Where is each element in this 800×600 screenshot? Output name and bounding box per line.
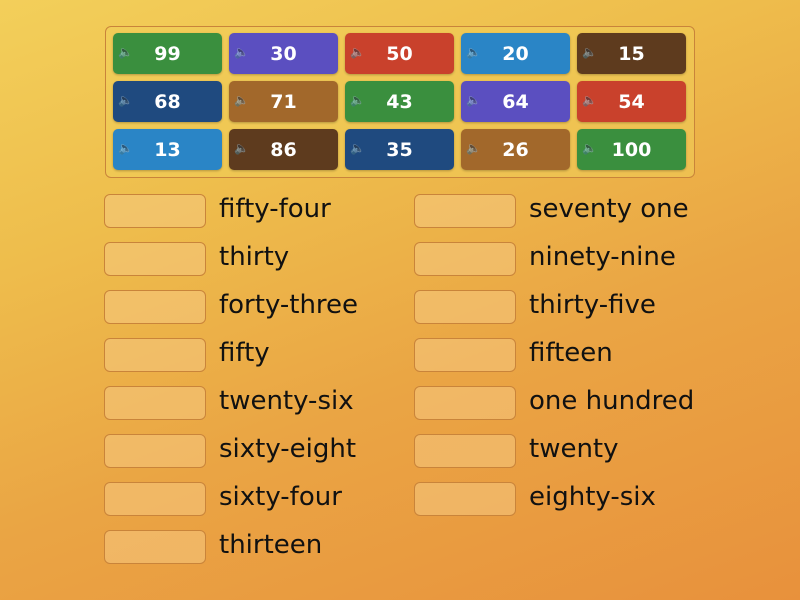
drop-slot[interactable] (414, 194, 516, 228)
speaker-icon[interactable]: 🔈 (466, 45, 481, 59)
number-tile[interactable]: 🔈 35 (345, 129, 454, 170)
speaker-icon[interactable]: 🔈 (582, 93, 597, 107)
speaker-icon[interactable]: 🔈 (118, 141, 133, 155)
drop-slot[interactable] (104, 482, 206, 516)
tile-label: 86 (270, 138, 297, 161)
number-tile[interactable]: 🔈 100 (577, 129, 686, 170)
target-word: fifty (219, 338, 270, 368)
tile-label: 71 (270, 90, 297, 113)
speaker-icon[interactable]: 🔈 (350, 141, 365, 155)
number-tile[interactable]: 🔈 54 (577, 81, 686, 122)
speaker-icon[interactable]: 🔈 (582, 45, 597, 59)
tile-label: 30 (270, 42, 297, 65)
target-word: sixty-four (219, 482, 342, 512)
number-tile[interactable]: 🔈 30 (229, 33, 338, 74)
tile-label: 20 (502, 42, 529, 65)
speaker-icon[interactable]: 🔈 (118, 45, 133, 59)
tile-label: 43 (386, 90, 413, 113)
number-tile[interactable]: 🔈 64 (461, 81, 570, 122)
number-tile[interactable]: 🔈 15 (577, 33, 686, 74)
tile-label: 100 (611, 138, 652, 161)
speaker-icon[interactable]: 🔈 (234, 141, 249, 155)
number-tile[interactable]: 🔈 13 (113, 129, 222, 170)
speaker-icon[interactable]: 🔈 (118, 93, 133, 107)
number-tile[interactable]: 🔈 43 (345, 81, 454, 122)
drop-slot[interactable] (414, 338, 516, 372)
target-word: twenty (529, 434, 619, 464)
tile-label: 54 (618, 90, 645, 113)
number-tile[interactable]: 🔈 50 (345, 33, 454, 74)
target-word: eighty-six (529, 482, 656, 512)
drop-slot[interactable] (104, 338, 206, 372)
tile-label: 35 (386, 138, 413, 161)
target-word: thirty (219, 242, 290, 272)
target-word: thirteen (219, 530, 323, 560)
number-tile[interactable]: 🔈 99 (113, 33, 222, 74)
tile-label: 26 (502, 138, 529, 161)
tile-label: 68 (154, 90, 181, 113)
speaker-icon[interactable]: 🔈 (234, 93, 249, 107)
drop-slot[interactable] (414, 386, 516, 420)
drop-slot[interactable] (414, 434, 516, 468)
target-word: thirty-five (529, 290, 656, 320)
drop-slot[interactable] (414, 290, 516, 324)
tile-label: 64 (502, 90, 529, 113)
speaker-icon[interactable]: 🔈 (466, 93, 481, 107)
target-word: twenty-six (219, 386, 354, 416)
drop-slot[interactable] (104, 290, 206, 324)
tile-label: 50 (386, 42, 413, 65)
speaker-icon[interactable]: 🔈 (350, 93, 365, 107)
number-tile[interactable]: 🔈 71 (229, 81, 338, 122)
drop-slot[interactable] (414, 482, 516, 516)
drop-slot[interactable] (104, 194, 206, 228)
drop-slot[interactable] (104, 386, 206, 420)
tile-label: 13 (154, 138, 181, 161)
speaker-icon[interactable]: 🔈 (582, 141, 597, 155)
number-tile[interactable]: 🔈 20 (461, 33, 570, 74)
drop-slot[interactable] (414, 242, 516, 276)
number-tile[interactable]: 🔈 68 (113, 81, 222, 122)
target-word: ninety-nine (529, 242, 676, 272)
target-word: seventy one (529, 194, 689, 224)
target-word: sixty-eight (219, 434, 357, 464)
tile-label: 99 (154, 42, 181, 65)
drop-slot[interactable] (104, 434, 206, 468)
target-word: one hundred (529, 386, 695, 416)
speaker-icon[interactable]: 🔈 (466, 141, 481, 155)
number-tile[interactable]: 🔈 26 (461, 129, 570, 170)
drop-slot[interactable] (104, 242, 206, 276)
speaker-icon[interactable]: 🔈 (350, 45, 365, 59)
drop-slot[interactable] (104, 530, 206, 564)
target-word: fifty-four (219, 194, 331, 224)
target-word: forty-three (219, 290, 359, 320)
speaker-icon[interactable]: 🔈 (234, 45, 249, 59)
tile-label: 15 (618, 42, 645, 65)
number-tile[interactable]: 🔈 86 (229, 129, 338, 170)
target-word: fifteen (529, 338, 613, 368)
